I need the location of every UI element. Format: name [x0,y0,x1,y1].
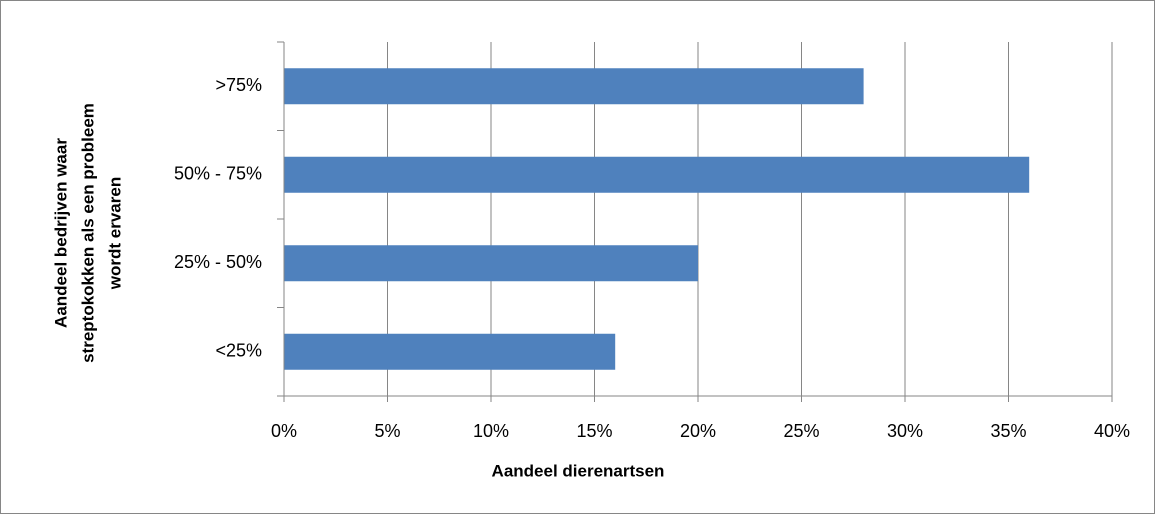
bar [284,156,1030,193]
bar [284,245,698,282]
x-tick-label: 10% [473,421,509,441]
bar [284,333,616,370]
bar [284,68,864,105]
x-tick-label: 35% [990,421,1026,441]
y-axis-label: streptokokken als een probleem [78,103,97,363]
x-tick-label: 30% [887,421,923,441]
y-tick-label: 50% - 75% [174,164,262,184]
y-axis-label: Aandeel bedrijven waar [51,138,70,328]
y-tick-label: <25% [215,341,262,361]
x-tick-label: 15% [576,421,612,441]
y-tick-label: >75% [215,75,262,95]
x-tick-label: 25% [783,421,819,441]
y-axis-label: wordt ervaren [105,177,124,290]
x-tick-label: 20% [680,421,716,441]
x-tick-label: 5% [374,421,400,441]
y-tick-label: 25% - 50% [174,252,262,272]
x-tick-label: 40% [1094,421,1130,441]
x-tick-label: 0% [271,421,297,441]
x-axis-label: Aandeel dierenartsen [492,461,665,480]
